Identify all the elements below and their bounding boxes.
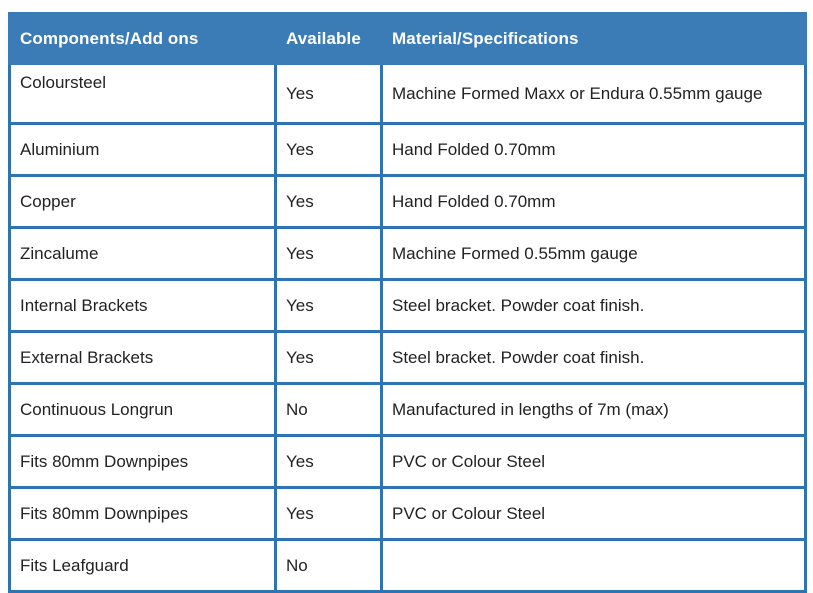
column-header-available: Available [274, 12, 383, 65]
column-header-material: Material/Specifications [380, 12, 807, 65]
component-cell: Fits Leafguard [8, 538, 277, 593]
table-row: Fits 80mm Downpipes Yes PVC or Colour St… [8, 486, 807, 541]
component-cell: Internal Brackets [8, 278, 277, 333]
available-cell: No [274, 382, 383, 437]
available-cell: Yes [274, 486, 383, 541]
material-cell: Steel bracket. Powder coat finish. [380, 278, 807, 333]
material-cell: Steel bracket. Powder coat finish. [380, 330, 807, 385]
material-cell: Machine Formed Maxx or Endura 0.55mm gau… [380, 62, 807, 125]
available-cell: Yes [274, 122, 383, 177]
component-cell: Continuous Longrun [8, 382, 277, 437]
components-spec-table-container: Components/Add ons Available Material/Sp… [8, 12, 807, 593]
material-cell: Manufactured in lengths of 7m (max) [380, 382, 807, 437]
available-cell: Yes [274, 174, 383, 229]
table-row: Fits 80mm Downpipes Yes PVC or Colour St… [8, 434, 807, 489]
table-row: Coloursteel Yes Machine Formed Maxx or E… [8, 62, 807, 125]
component-cell: Fits 80mm Downpipes [8, 434, 277, 489]
table-header: Components/Add ons Available Material/Sp… [8, 12, 807, 65]
available-cell: Yes [274, 330, 383, 385]
table-row: Zincalume Yes Machine Formed 0.55mm gaug… [8, 226, 807, 281]
material-cell: Hand Folded 0.70mm [380, 174, 807, 229]
header-row: Components/Add ons Available Material/Sp… [8, 12, 807, 65]
available-cell: Yes [274, 278, 383, 333]
table-row: External Brackets Yes Steel bracket. Pow… [8, 330, 807, 385]
table-row: Fits Leafguard No [8, 538, 807, 593]
material-cell: Machine Formed 0.55mm gauge [380, 226, 807, 281]
component-cell: Zincalume [8, 226, 277, 281]
component-cell: Copper [8, 174, 277, 229]
components-spec-table: Components/Add ons Available Material/Sp… [8, 12, 807, 593]
component-cell: External Brackets [8, 330, 277, 385]
component-cell: Coloursteel [8, 62, 277, 125]
table-row: Copper Yes Hand Folded 0.70mm [8, 174, 807, 229]
component-cell: Aluminium [8, 122, 277, 177]
table-row: Continuous Longrun No Manufactured in le… [8, 382, 807, 437]
table-row: Aluminium Yes Hand Folded 0.70mm [8, 122, 807, 177]
table-body: Coloursteel Yes Machine Formed Maxx or E… [8, 62, 807, 593]
material-cell [380, 538, 807, 593]
component-cell: Fits 80mm Downpipes [8, 486, 277, 541]
material-cell: Hand Folded 0.70mm [380, 122, 807, 177]
material-cell: PVC or Colour Steel [380, 486, 807, 541]
available-cell: Yes [274, 434, 383, 489]
column-header-components: Components/Add ons [8, 12, 277, 65]
available-cell: Yes [274, 62, 383, 125]
table-row: Internal Brackets Yes Steel bracket. Pow… [8, 278, 807, 333]
available-cell: Yes [274, 226, 383, 281]
material-cell: PVC or Colour Steel [380, 434, 807, 489]
available-cell: No [274, 538, 383, 593]
